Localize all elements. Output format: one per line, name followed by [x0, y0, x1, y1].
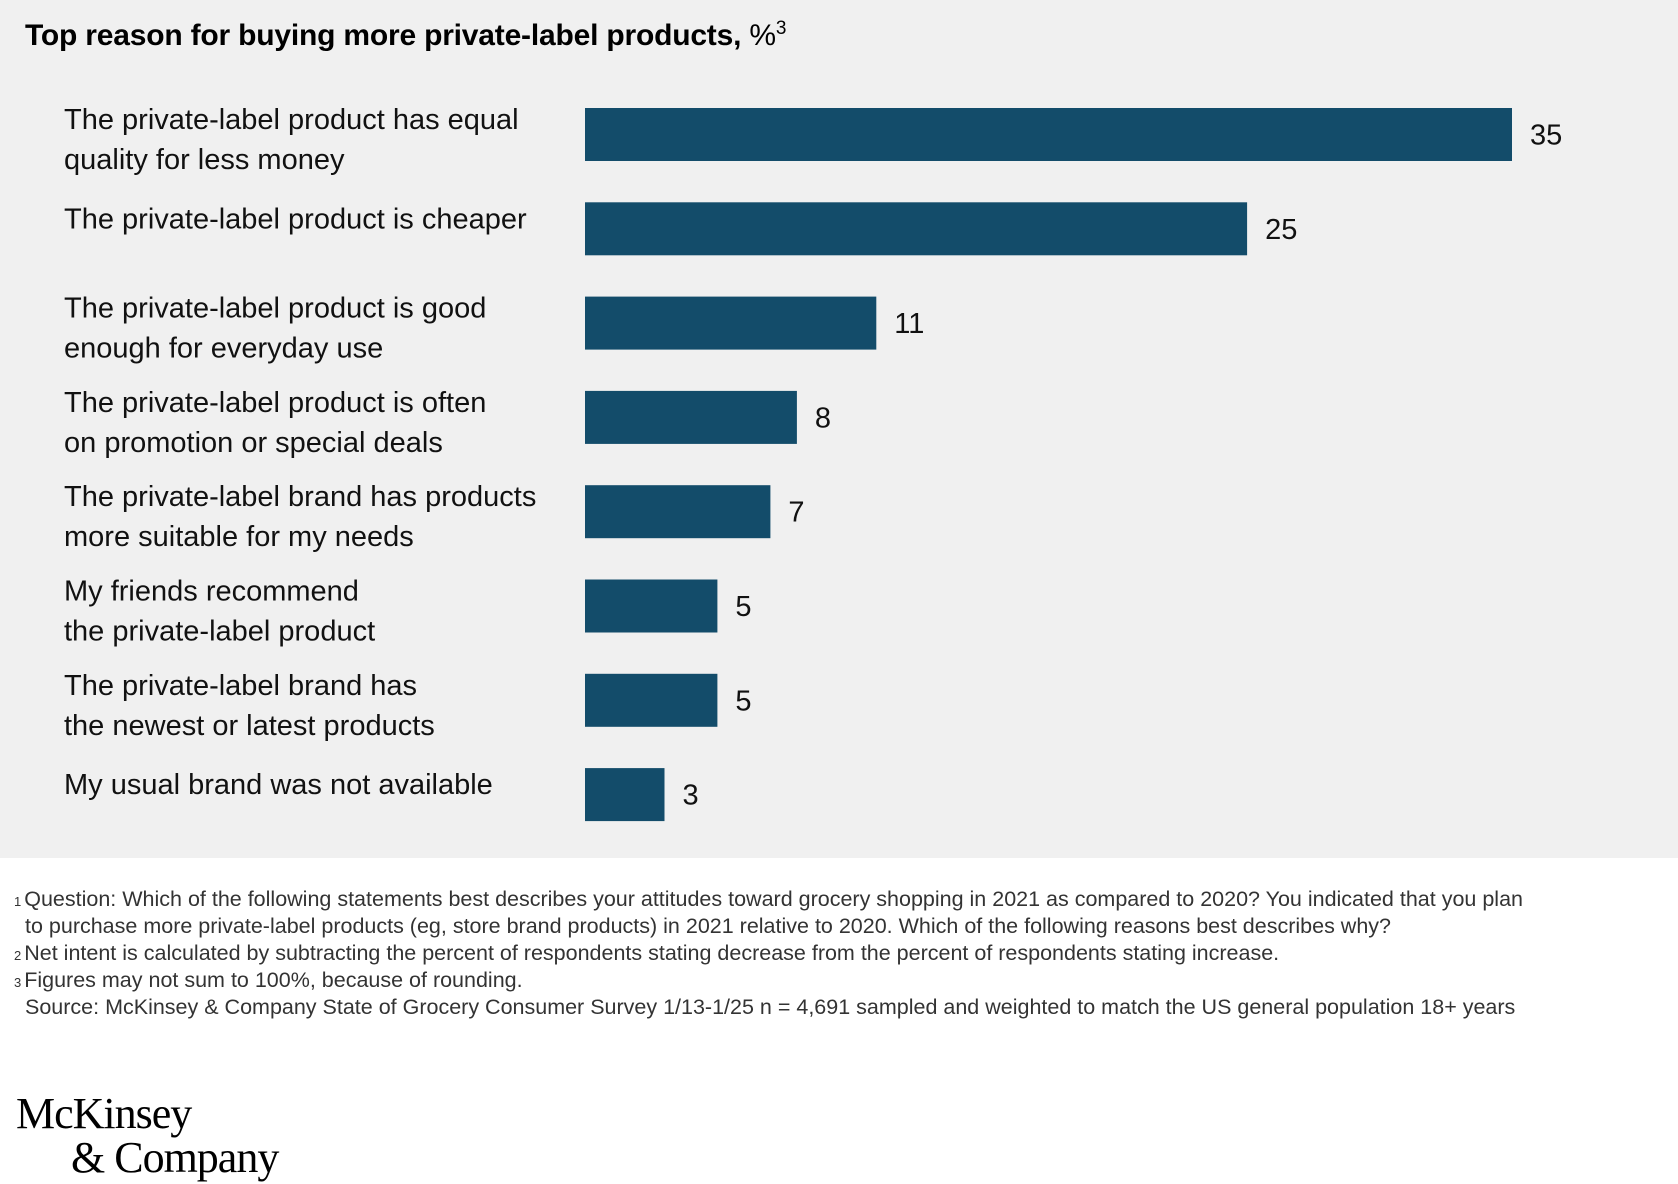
footnotes: 1 Question: Which of the following statem…	[14, 886, 1664, 1021]
bar-2	[585, 202, 1248, 256]
logo-line-2: & Company	[71, 1133, 279, 1182]
value-label-5: 7	[788, 497, 804, 529]
bar-1	[585, 108, 1512, 161]
chart-title-text: Top reason for buying more private-label…	[25, 19, 750, 52]
category-label-4: The private-label product is often on pro…	[64, 387, 486, 459]
mckinsey-logo: McKinsey & Company	[16, 1089, 279, 1182]
footnote-3: 3 Figures may not sum to 100%, because of…	[14, 967, 1664, 994]
source-note: Source: McKinsey & Company State of Groc…	[25, 995, 1516, 1019]
chart-panel: Top reason for buying more private-label…	[0, 0, 1678, 858]
category-label-5-line-1: The private-label brand has products	[64, 481, 536, 513]
category-label-3-line-2: enough for everyday use	[64, 333, 383, 365]
footnote-2: 2 Net intent is calculated by subtracting…	[14, 940, 1664, 967]
category-label-5: The private-label brand has products more…	[64, 481, 536, 553]
footnote-1: 1 Question: Which of the following statem…	[14, 886, 1664, 913]
footnote-1-mark: 1	[14, 894, 22, 909]
category-label-6-line-1: My friends recommend	[64, 576, 359, 608]
chart-title-unit: %	[749, 19, 776, 52]
category-label-1: The private-label product has equal quali…	[64, 104, 519, 176]
bar-3	[585, 296, 877, 350]
value-label-1: 35	[1530, 120, 1562, 152]
value-label-3: 11	[894, 308, 924, 340]
category-label-4-line-2: on promotion or special deals	[64, 427, 443, 459]
category-label-6-line-2: the private-label product	[64, 616, 375, 648]
category-label-3-line-1: The private-label product is good	[64, 293, 486, 325]
footnote-1-continued: to purchase more private-label products …	[14, 913, 1664, 940]
category-label-1-line-1: The private-label product has equal	[64, 104, 519, 136]
category-label-8: My usual brand was not available	[64, 769, 493, 801]
footnote-1-line-1: Question: Which of the following stateme…	[24, 887, 1523, 911]
value-label-2: 25	[1265, 214, 1297, 246]
category-label-8-line-1: My usual brand was not available	[64, 769, 493, 801]
category-label-1-line-2: quality for less money	[64, 144, 345, 176]
category-label-5-line-2: more suitable for my needs	[64, 521, 414, 553]
footnote-3-line-1: Figures may not sum to 100%, because of …	[24, 968, 523, 992]
footnote-2-line-1: Net intent is calculated by subtracting …	[24, 941, 1280, 965]
category-label-7: The private-label brand has the newest or…	[64, 670, 435, 742]
value-label-6: 5	[735, 591, 751, 623]
category-label-7-line-1: The private-label brand has	[64, 670, 417, 702]
category-label-3: The private-label product is good enough …	[64, 293, 486, 365]
chart-title: Top reason for buying more private-label…	[25, 18, 786, 53]
category-label-2: The private-label product is cheaper	[64, 203, 527, 235]
category-label-6: My friends recommend the private-label pr…	[64, 576, 375, 648]
footnote-2-mark: 2	[14, 948, 22, 963]
category-label-2-line-1: The private-label product is cheaper	[64, 203, 527, 235]
bar-7	[585, 673, 718, 727]
category-label-4-line-1: The private-label product is often	[64, 387, 486, 419]
bar-8	[585, 768, 665, 822]
footnote-1-line-2: to purchase more private-label products …	[25, 914, 1391, 938]
bar-4	[585, 390, 797, 444]
footnote-3-mark: 3	[14, 975, 22, 990]
logo-line-1: McKinsey	[16, 1089, 192, 1138]
value-label-4: 8	[815, 402, 831, 434]
bar-6	[585, 579, 718, 633]
chart-title-footnote-mark: 3	[775, 18, 787, 39]
bar-5	[585, 485, 771, 539]
category-label-7-line-2: the newest or latest products	[64, 710, 435, 742]
value-label-7: 5	[735, 685, 751, 717]
value-label-8: 3	[683, 780, 699, 812]
